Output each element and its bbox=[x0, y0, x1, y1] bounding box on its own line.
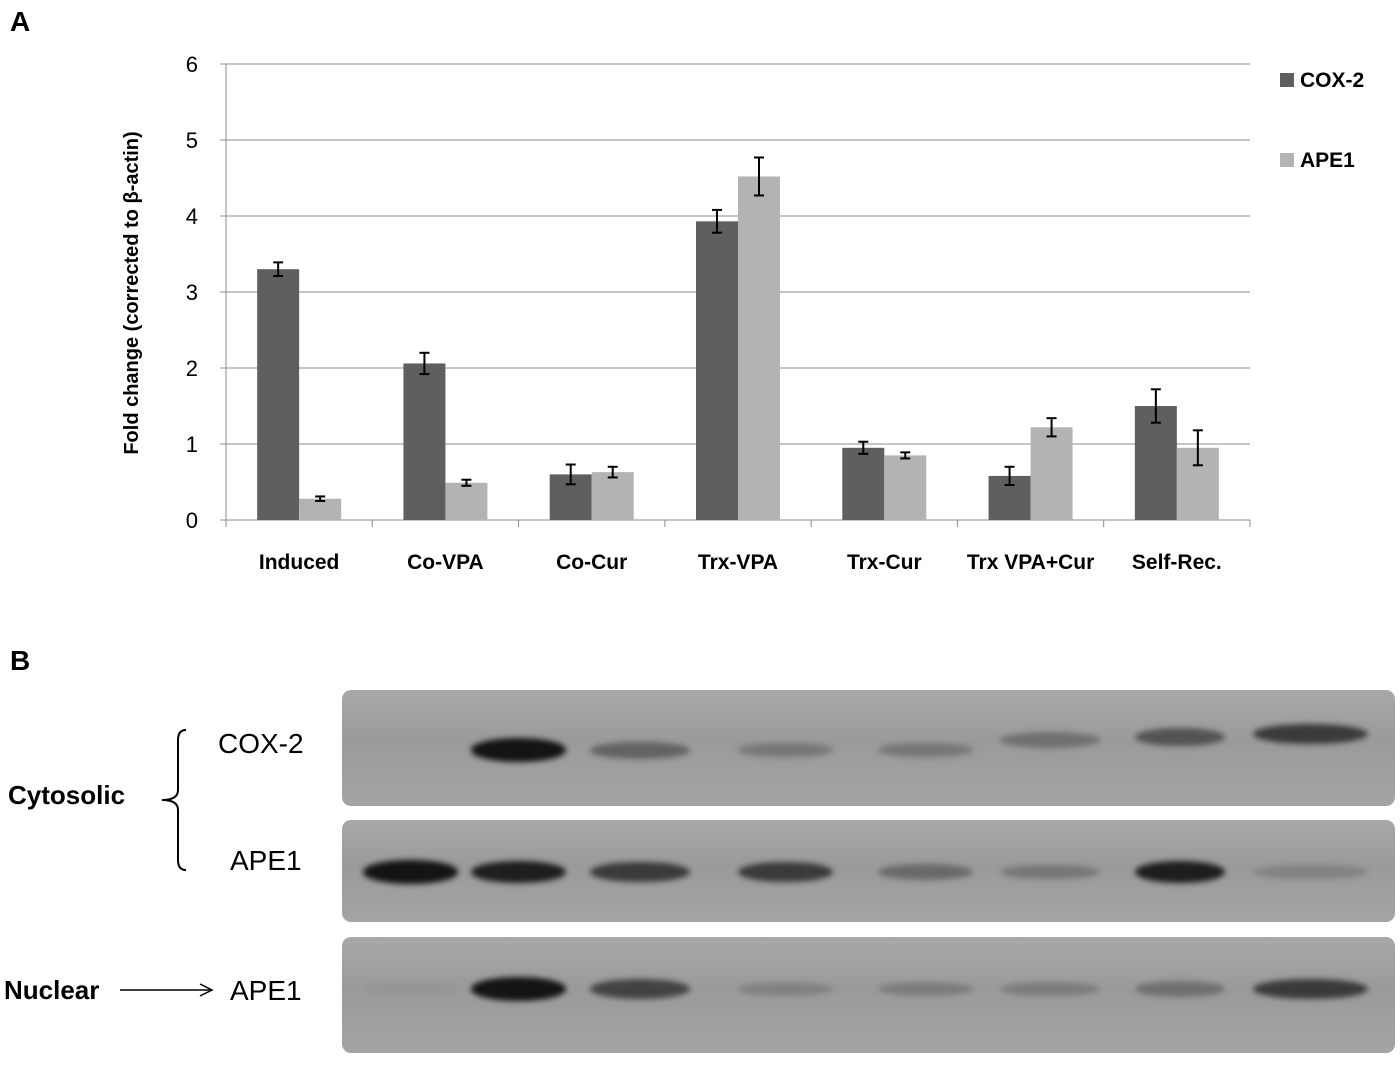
y-tick-label: 6 bbox=[186, 52, 198, 77]
blot-row-label-ape1-nuclear: APE1 bbox=[230, 975, 302, 1006]
y-tick-labels: 0 1 2 3 4 5 6 bbox=[186, 52, 198, 533]
blot-band bbox=[1252, 723, 1368, 745]
bar-ape1 bbox=[299, 498, 342, 520]
bar-cox-2 bbox=[696, 221, 738, 520]
x-tick-label: Co-VPA bbox=[407, 551, 484, 574]
y-tick-label: 2 bbox=[186, 356, 198, 381]
x-tick-label: Trx-VPA bbox=[698, 551, 778, 574]
legend-label-cox-2: COX-2 bbox=[1300, 69, 1364, 92]
blot-band bbox=[1135, 727, 1225, 747]
y-tick-label: 5 bbox=[186, 128, 198, 153]
cytosolic-brace bbox=[161, 729, 187, 871]
blot-band bbox=[737, 861, 833, 883]
chart-bars bbox=[257, 176, 1219, 521]
bar-ape1 bbox=[1030, 427, 1073, 520]
blot-band bbox=[1000, 864, 1100, 880]
y-tick-label: 3 bbox=[186, 280, 198, 305]
bar-ape1 bbox=[445, 482, 488, 520]
x-tick-label: Trx VPA+Cur bbox=[967, 551, 1094, 574]
legend-swatch-ape1 bbox=[1280, 153, 1294, 167]
panel-a-label: A bbox=[10, 6, 31, 37]
blot-band bbox=[590, 979, 690, 999]
bar-cox-2 bbox=[403, 363, 446, 520]
blot-strip-ape1-nuclear bbox=[342, 937, 1395, 1053]
blot-band bbox=[737, 982, 833, 996]
bar-chart: 0 1 2 3 4 5 6 Induced Co-VPA Co-Cur Trx-VPA Trx-Cu… bbox=[121, 52, 1364, 574]
blot-band bbox=[877, 981, 973, 997]
nuclear-arrow bbox=[120, 983, 214, 997]
blot-row-label-ape1-cytosolic: APE1 bbox=[230, 845, 302, 876]
y-tick-label: 0 bbox=[186, 508, 198, 533]
blot-band bbox=[470, 860, 566, 884]
blot-band bbox=[1000, 981, 1100, 997]
blot-band bbox=[1135, 981, 1225, 997]
blot-row-label-cox2: COX-2 bbox=[218, 728, 304, 759]
x-tick-label: Trx-Cur bbox=[847, 551, 922, 574]
blot-band bbox=[1000, 732, 1100, 748]
bar-ape1 bbox=[738, 176, 780, 521]
blot-band bbox=[737, 742, 833, 758]
bar-ape1 bbox=[884, 455, 927, 520]
legend-label-ape1: APE1 bbox=[1300, 149, 1355, 172]
bar-cox-2 bbox=[1134, 406, 1177, 520]
blot-band bbox=[470, 977, 566, 1001]
bar-cox-2 bbox=[842, 447, 885, 520]
y-tick-label: 4 bbox=[186, 204, 198, 229]
blot-band bbox=[590, 741, 690, 759]
blot-strip-ape1-cytosolic bbox=[342, 820, 1395, 922]
panel-b-label: B bbox=[10, 645, 31, 676]
blot-strip-cox2 bbox=[342, 690, 1395, 806]
bar-ape1 bbox=[591, 472, 634, 520]
cytosolic-group-label: Cytosolic bbox=[8, 780, 126, 810]
nuclear-group-label: Nuclear bbox=[4, 975, 100, 1005]
x-tick-label: Self-Rec. bbox=[1132, 551, 1222, 574]
y-tick-label: 1 bbox=[186, 432, 198, 457]
bar-cox-2 bbox=[257, 269, 300, 520]
blot-band bbox=[1252, 978, 1368, 1000]
blot-band bbox=[590, 861, 690, 883]
blot-band bbox=[362, 983, 458, 995]
x-tick-label: Induced bbox=[259, 551, 340, 574]
blot-band bbox=[470, 738, 566, 762]
chart-error-bars bbox=[273, 156, 1203, 502]
legend-swatch-cox-2 bbox=[1280, 73, 1294, 87]
blot-band bbox=[1135, 860, 1225, 884]
y-axis-label: Fold change (corrected to β-actin) bbox=[121, 131, 143, 454]
x-tick-label: Co-Cur bbox=[556, 551, 627, 574]
blot-band bbox=[877, 742, 973, 758]
blot-band bbox=[877, 863, 973, 881]
blot-band bbox=[1252, 865, 1368, 879]
blot-band bbox=[362, 860, 458, 884]
x-tick-labels: Induced Co-VPA Co-Cur Trx-VPA Trx-Cur Trx VPA… bbox=[259, 551, 1222, 574]
chart-legend: COX-2 APE1 bbox=[1280, 69, 1364, 172]
